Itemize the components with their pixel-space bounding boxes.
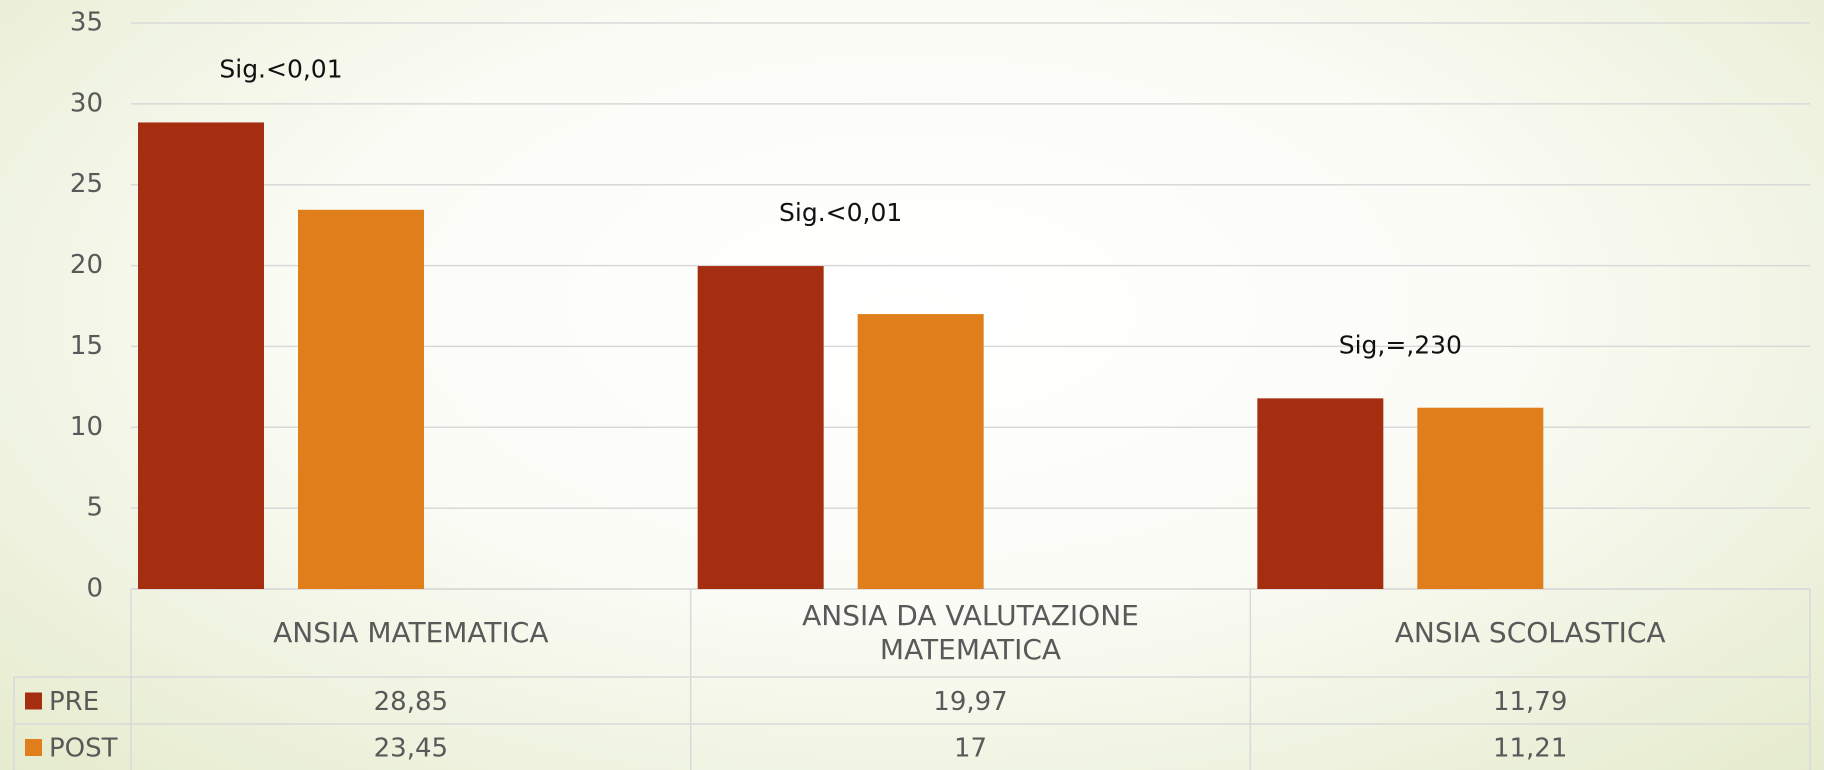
y-tick-label: 25 (70, 169, 103, 199)
x-tick-label: ANSIA MATEMATICA (273, 616, 549, 650)
legend-swatch (25, 692, 42, 710)
y-tick-label: 30 (70, 88, 103, 118)
annotation: Sig.<0,01 (219, 54, 342, 83)
legend-swatch (25, 739, 42, 756)
table-value: 11,21 (1493, 734, 1567, 764)
table-value: 28,85 (374, 687, 448, 717)
table-value: 17 (954, 734, 987, 764)
bar (1257, 398, 1384, 589)
table-value: 23,45 (374, 734, 448, 764)
y-tick-label: 10 (70, 412, 103, 442)
bar (697, 266, 824, 589)
y-tick-label: 0 (86, 574, 103, 604)
y-tick-label: 20 (70, 250, 103, 280)
x-tick-label: ANSIA SCOLASTICA (1394, 616, 1666, 650)
bar (1417, 407, 1544, 589)
table-value: 19,97 (933, 687, 1007, 717)
y-tick-label: 35 (70, 8, 103, 38)
annotation: Sig,=,230 (1339, 330, 1462, 359)
y-tick-label: 5 (86, 493, 103, 523)
legend-label: PRE (49, 687, 99, 717)
bar (298, 209, 424, 589)
bar (857, 314, 984, 589)
legend-label: POST (49, 734, 118, 764)
category-cell: ANSIA MATEMATICA (273, 616, 549, 650)
category-cell: ANSIA SCOLASTICA (1394, 616, 1666, 650)
y-tick-label: 15 (70, 331, 103, 361)
table-value: 11,79 (1493, 687, 1567, 717)
category-cell: ANSIA DA VALUTAZIONE MATEMATICA (802, 599, 1139, 666)
annotation: Sig.<0,01 (779, 198, 902, 227)
x-tick-label: ANSIA DA VALUTAZIONE MATEMATICA (802, 599, 1139, 666)
bar (138, 122, 264, 589)
